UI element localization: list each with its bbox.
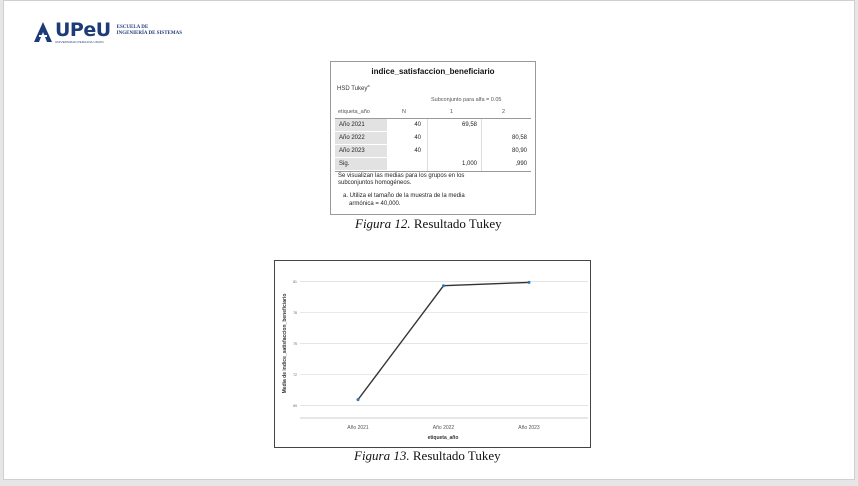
tukey-footer-rule xyxy=(335,171,531,172)
table-row: Año 2021 40 69,58 xyxy=(335,119,531,132)
tukey-note-1: Se visualizan las medias para los grupos… xyxy=(338,173,465,179)
figure-13-label: Figura 13. xyxy=(354,448,410,463)
col-divider xyxy=(481,158,482,171)
col-divider xyxy=(427,158,428,171)
tukey-subset-header: Subconjunto para alfa = 0.05 xyxy=(431,97,502,103)
row-subset1: 1,000 xyxy=(461,161,477,167)
y-tick-label: 81 xyxy=(293,280,297,284)
series-line xyxy=(357,281,530,401)
table-row: Año 2023 40 80,90 xyxy=(335,145,531,158)
y-tick-label: 78 xyxy=(293,311,297,315)
slide-canvas: UPeU UNIVERSIDAD PERUANA UNION ESCUELA D… xyxy=(3,0,855,480)
x-tick-label: Año 2023 xyxy=(518,425,540,431)
col-divider xyxy=(481,119,482,132)
upeu-logo-mark-icon xyxy=(34,22,52,42)
y-tick-label: 75 xyxy=(293,342,297,346)
col-divider xyxy=(481,145,482,158)
logo-subtitle: UNIVERSIDAD PERUANA UNION xyxy=(55,40,104,44)
table-row: Año 2022 40 80,58 xyxy=(335,132,531,145)
tukey-method-sup: a xyxy=(367,83,370,88)
col-divider xyxy=(427,145,428,158)
tukey-header-rule xyxy=(335,118,531,119)
row-subset2: 80,58 xyxy=(511,135,527,141)
row-label: Año 2022 xyxy=(335,132,387,144)
tukey-col-n: N xyxy=(402,109,406,115)
figure-12-text: Resultado Tukey xyxy=(410,216,502,231)
col-divider xyxy=(427,119,428,132)
row-label: Sig. xyxy=(335,158,387,170)
logo-school-line2: INGENIERÍA DE SISTEMAS xyxy=(116,31,182,36)
tukey-title: indice_satisfaccion_beneficiario xyxy=(371,67,495,76)
row-label: Año 2021 xyxy=(335,119,387,131)
logo-school: ESCUELA DE INGENIERÍA DE SISTEMAS xyxy=(117,25,182,37)
row-subset1: 69,58 xyxy=(461,122,477,128)
x-tick-label: Año 2022 xyxy=(433,425,455,431)
row-label: Año 2023 xyxy=(335,145,387,157)
y-tick-label: 72 xyxy=(293,373,297,377)
x-tick-label: Año 2021 xyxy=(347,425,369,431)
tukey-note-4: armónica = 40,000. xyxy=(349,201,401,207)
tukey-method: HSD Tukeya xyxy=(337,83,370,92)
bottom-bar xyxy=(0,480,858,486)
row-n: 40 xyxy=(414,148,421,154)
table-row: Sig. 1,000 ,990 xyxy=(335,158,531,171)
line-chart: 69 72 75 78 81 Año 2021 Año 2022 Año 2023 etique… xyxy=(274,260,591,448)
col-divider xyxy=(427,132,428,145)
tukey-col-2: 2 xyxy=(502,109,506,115)
upeu-logo: UPeU UNIVERSIDAD PERUANA UNION ESCUELA D… xyxy=(33,21,182,44)
row-subset2: 80,90 xyxy=(511,148,527,154)
figure-13-caption: Figura 13. Resultado Tukey xyxy=(354,448,501,464)
row-subset2: ,990 xyxy=(515,161,527,167)
data-point xyxy=(356,398,360,402)
tukey-col-group: etiqueta_año xyxy=(338,109,370,115)
col-divider xyxy=(481,132,482,145)
logo-school-line1: ESCUELA DE xyxy=(116,25,149,30)
tukey-col-1: 1 xyxy=(450,109,454,115)
tukey-method-label: HSD Tukey xyxy=(337,86,368,92)
y-tick-label: 69 xyxy=(293,404,297,408)
figure-12-caption: Figura 12. Resultado Tukey xyxy=(355,216,502,232)
data-point xyxy=(442,284,445,288)
figure-12-label: Figura 12. xyxy=(355,216,411,231)
logo-brand: UPeU xyxy=(55,19,111,41)
tukey-note-2: subconjuntos homogéneos. xyxy=(338,180,412,186)
row-n: 40 xyxy=(414,122,421,128)
tukey-table-image: indice_satisfaccion_beneficiario HSD Tuk… xyxy=(330,61,536,215)
figure-13-text: Resultado Tukey xyxy=(409,448,501,463)
tukey-note-3: a. Utiliza el tamaño de la muestra de la… xyxy=(343,193,465,199)
data-point xyxy=(527,280,531,284)
y-axis-label: Media de indice_satisfaccion_beneficiari… xyxy=(282,294,288,394)
chart-svg: 69 72 75 78 81 Año 2021 Año 2022 Año 2023 etique… xyxy=(282,280,588,441)
row-n: 40 xyxy=(414,135,421,141)
x-axis-label: etiqueta_año xyxy=(428,435,459,441)
